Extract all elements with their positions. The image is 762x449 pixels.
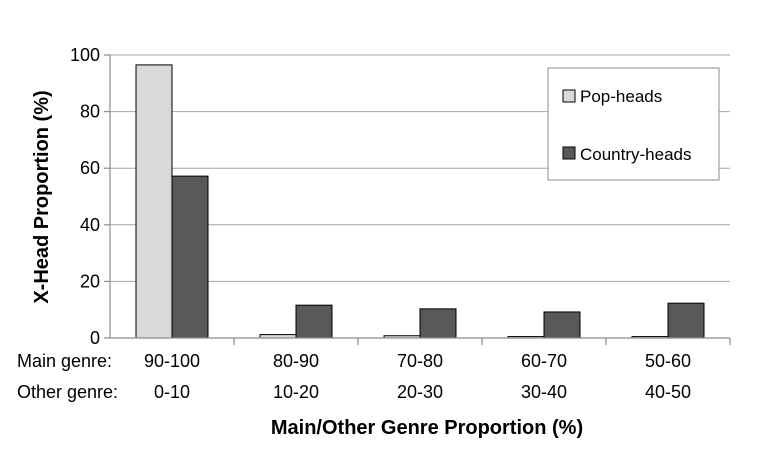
x-axis-title: Main/Other Genre Proportion (%)	[271, 417, 583, 439]
x-tick-label-other-0-10: 0-10	[154, 382, 190, 402]
x-tick-label-other-40-50: 40-50	[645, 382, 691, 402]
legend-swatch-country-heads	[562, 146, 576, 160]
y-tick-label-0: 0	[90, 328, 100, 348]
x-tick-label-main-90-100: 90-100	[144, 351, 200, 371]
legend-label-pop-heads: Pop-heads	[580, 87, 662, 106]
axes	[109, 55, 730, 339]
legend-swatch-pop-heads	[562, 89, 576, 103]
row-label-main: Main genre:	[17, 351, 112, 371]
bar-country-heads-60-70	[543, 311, 581, 339]
bar-country-heads-90-100	[171, 175, 209, 339]
y-tick-labels: 0 20 40 60 80 100	[70, 45, 110, 348]
x-tick-label-main-80-90: 80-90	[273, 351, 319, 371]
x-tick-label-other-30-40: 30-40	[521, 382, 567, 402]
legend-box	[547, 67, 720, 181]
y-tick-label-20: 20	[80, 271, 100, 291]
bars	[135, 64, 705, 339]
x-tick-label-main-50-60: 50-60	[645, 351, 691, 371]
x-tick-labels: 90-100 0-10 80-90 10-20 70-80 20-30 60-70 30-40…	[144, 338, 731, 402]
bar-pop-heads-90-100	[135, 64, 173, 339]
x-tick-label-main-70-80: 70-80	[397, 351, 443, 371]
bar-country-heads-80-90	[295, 304, 333, 339]
x-tick-label-other-20-30: 20-30	[397, 382, 443, 402]
bar-country-heads-50-60	[667, 302, 705, 339]
row-label-other: Other genre:	[17, 382, 118, 402]
y-tick-label-80: 80	[80, 102, 100, 122]
bar-country-heads-70-80	[419, 308, 457, 339]
legend-label-country-heads: Country-heads	[580, 145, 692, 164]
y-axis-title: X-Head Proportion (%)	[31, 90, 53, 303]
y-tick-label-40: 40	[80, 215, 100, 235]
y-tick-label-60: 60	[80, 158, 100, 178]
x-tick-label-main-60-70: 60-70	[521, 351, 567, 371]
y-tick-label-100: 100	[70, 45, 100, 65]
legend: Pop-heads Country-heads	[547, 67, 720, 181]
x-tick-label-other-10-20: 10-20	[273, 382, 319, 402]
